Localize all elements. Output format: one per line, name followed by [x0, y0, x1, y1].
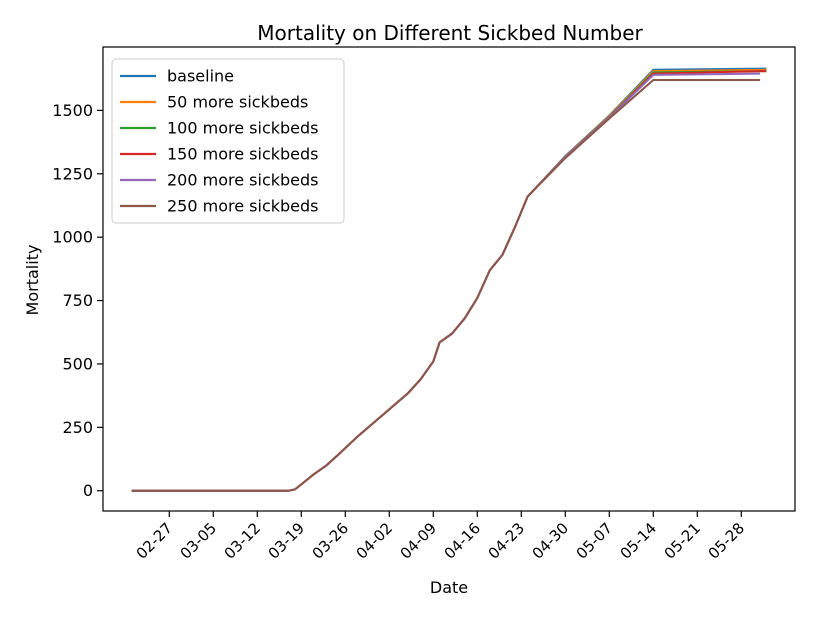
chart-title: Mortality on Different Sickbed Number: [257, 21, 643, 45]
y-tick-label: 1250: [52, 164, 93, 183]
x-axis: 02-27 03-05 03-12 03-19 03-26 04-02 04-09 04-16…: [133, 511, 749, 563]
x-tick-label: 04-16: [441, 519, 485, 563]
y-axis: 0 250 500 750 1000 1250 1500: [52, 101, 103, 500]
y-axis-label: Mortality: [23, 245, 42, 316]
series-line-5: [131, 79, 761, 492]
x-tick-label: 04-23: [485, 519, 529, 563]
legend-label: 50 more sickbeds: [167, 93, 308, 112]
legend: baseline 50 more sickbeds 100 more sickbed…: [111, 58, 345, 224]
x-tick-label: 05-07: [573, 519, 617, 563]
y-tick-label: 250: [62, 418, 93, 437]
x-tick-label: 04-09: [397, 519, 441, 563]
y-tick-label: 1500: [52, 101, 93, 120]
series-lines: [131, 67, 767, 492]
y-tick-label: 500: [62, 354, 93, 373]
x-tick-label: 03-12: [221, 519, 265, 563]
legend-label: 250 more sickbeds: [167, 197, 319, 216]
y-tick-label: 0: [83, 481, 93, 500]
legend-box: [111, 58, 345, 224]
x-tick-label: 04-02: [353, 519, 397, 563]
x-tick-label: 03-19: [265, 519, 309, 563]
x-tick-label: 05-28: [705, 519, 749, 563]
legend-label: 150 more sickbeds: [167, 145, 319, 164]
x-tick-label: 04-30: [529, 519, 573, 563]
y-tick-label: 750: [62, 291, 93, 310]
legend-label: baseline: [167, 67, 234, 86]
x-tick-label: 02-27: [133, 519, 177, 563]
x-tick-label: 03-26: [309, 519, 353, 563]
legend-label: 200 more sickbeds: [167, 171, 319, 190]
x-tick-label: 05-14: [617, 519, 661, 563]
legend-label: 100 more sickbeds: [167, 119, 319, 138]
plot-frame: [102, 46, 796, 512]
x-axis-label: Date: [430, 578, 468, 597]
y-tick-label: 1000: [52, 228, 93, 247]
x-tick-label: 03-05: [177, 519, 221, 563]
x-tick-label: 05-21: [661, 519, 705, 563]
